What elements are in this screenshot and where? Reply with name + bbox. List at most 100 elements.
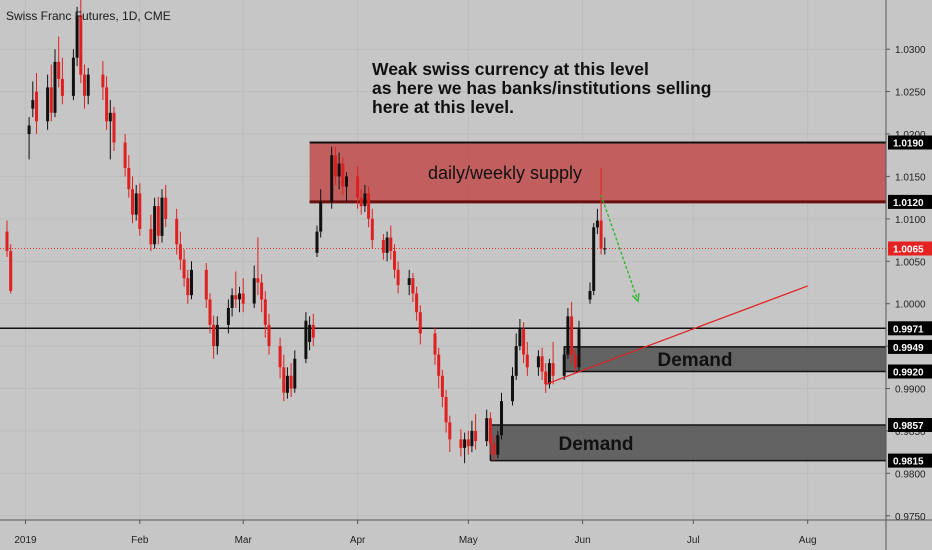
candle-body: [570, 316, 574, 355]
candle-body: [108, 112, 112, 122]
candle-body: [293, 358, 297, 389]
candle-body: [544, 371, 548, 385]
candle-body: [474, 430, 478, 442]
price-badge: [888, 453, 932, 468]
candle-body: [370, 218, 374, 241]
candle-body: [356, 176, 360, 198]
candle-body: [186, 278, 190, 296]
candle-body: [127, 168, 131, 190]
candle-body: [514, 346, 518, 376]
candle-body: [123, 142, 127, 168]
candle-body: [131, 189, 134, 215]
candle-body: [156, 206, 160, 236]
candle-body: [308, 324, 312, 342]
candle-body: [35, 91, 38, 122]
candle-body: [86, 74, 90, 96]
candles: [5, 0, 607, 464]
zones: daily/weekly supply Demand Demand: [309, 141, 887, 462]
candle-body: [367, 193, 371, 219]
candle-body: [595, 220, 599, 228]
candle-body: [190, 269, 193, 296]
demand-zone-label: Demand: [559, 434, 634, 455]
candle-body: [396, 269, 400, 286]
candle-body: [5, 231, 9, 252]
price-badge-label: 1.0190: [893, 139, 924, 150]
price-badge: [888, 194, 932, 209]
candle-body: [407, 278, 411, 285]
candle-body: [525, 354, 529, 368]
candle-body: [418, 312, 422, 334]
candle-body: [466, 439, 470, 447]
candle-body: [599, 220, 603, 249]
candle-body: [470, 430, 474, 447]
y-tick-label: 0.9900: [895, 385, 926, 396]
chart-title: Swiss Franc Futures, 1D, CME: [6, 9, 171, 23]
candle-body: [440, 375, 444, 397]
candle-body: [160, 197, 164, 236]
price-badge-label: 0.9920: [893, 368, 924, 379]
x-tick-label: 2019: [14, 535, 37, 546]
candle-body: [603, 248, 607, 250]
candle-body: [112, 112, 116, 143]
candle-body: [337, 163, 341, 177]
candle-body: [437, 354, 441, 376]
trendline: [545, 285, 808, 385]
x-tick-label: Feb: [131, 535, 149, 546]
candle-body: [433, 333, 437, 355]
x-tick-label: Aug: [799, 535, 817, 546]
y-tick-label: 0.9750: [895, 512, 926, 523]
candle-body: [393, 251, 396, 270]
y-tick-label: 1.0150: [895, 172, 926, 183]
y-tick-label: 0.9800: [895, 469, 926, 480]
candle-body: [175, 218, 179, 245]
price-badge-label: 1.0120: [893, 198, 924, 209]
candle-body: [363, 193, 367, 207]
candle-body: [285, 375, 289, 393]
candle-body: [385, 237, 389, 253]
x-tick-label: Mar: [235, 535, 253, 546]
candle-body: [71, 57, 75, 96]
candle-body: [226, 307, 230, 325]
x-tick-label: Jun: [575, 535, 591, 546]
candle-body: [238, 293, 241, 300]
candle-body: [164, 197, 168, 219]
price-badge: [888, 135, 932, 150]
projection-arrow: [600, 194, 639, 302]
candle-body: [208, 299, 212, 325]
candle-body: [577, 329, 581, 368]
candle-body: [463, 439, 467, 448]
price-badge: [888, 321, 932, 336]
candle-body: [282, 367, 286, 393]
candle-body: [212, 324, 216, 347]
candle-body: [289, 375, 293, 389]
candle-body: [415, 293, 419, 313]
candle-body: [252, 278, 256, 304]
x-tick-label: May: [459, 535, 478, 546]
demand-zone-label: Demand: [658, 350, 733, 371]
drawings: [545, 194, 808, 385]
candle-body: [566, 316, 570, 355]
candle-body: [444, 397, 448, 423]
demand-zone: [564, 346, 886, 372]
price-badge-label: 0.9815: [893, 457, 924, 468]
x-tick-label: Jul: [687, 535, 700, 546]
candle-body: [496, 435, 500, 455]
candle-body: [592, 227, 596, 291]
projection-arrow-head: [631, 293, 640, 303]
candle-body: [459, 439, 463, 448]
demand-zone: [490, 425, 886, 461]
candle-body: [588, 291, 592, 300]
candle-body: [319, 201, 323, 232]
candle-body: [75, 15, 79, 58]
candle-body: [260, 282, 264, 300]
candle-body: [562, 354, 566, 376]
candle-body: [178, 244, 182, 260]
candle-body: [547, 363, 551, 385]
candle-body: [215, 324, 219, 347]
horizontal-lines: [0, 248, 886, 330]
candle-body: [278, 346, 282, 368]
candle-body: [536, 356, 540, 368]
candle-body: [448, 422, 452, 440]
supply-zone-label: daily/weekly supply: [428, 163, 582, 183]
